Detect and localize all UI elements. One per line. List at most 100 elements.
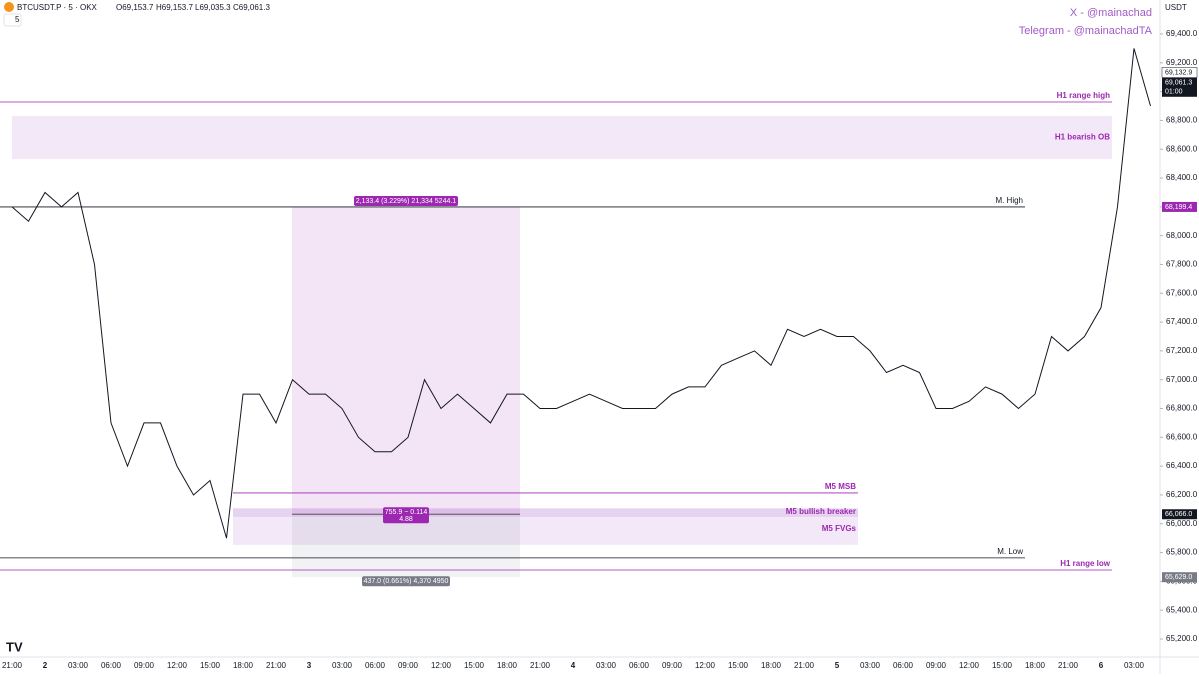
- symbol-icon: [4, 2, 14, 12]
- x-tick-label: 09:00: [134, 661, 155, 670]
- x-tick-label: 09:00: [926, 661, 947, 670]
- plot: H1 bearish OB M5 bullish breaker M5 FVGs 2,…: [0, 48, 1151, 587]
- x-tick-label: 12:00: [959, 661, 980, 670]
- x-tick-label: 6: [1099, 661, 1104, 670]
- price-tag: [1161, 67, 1198, 78]
- y-tick-label: 69,400.0: [1166, 29, 1198, 38]
- y-tick-label: 67,800.0: [1166, 260, 1198, 269]
- price-tag: [1162, 201, 1197, 212]
- level-label: M. High: [995, 196, 1023, 205]
- x-tick-label: 03:00: [596, 661, 617, 670]
- y-tick-label: 67,600.0: [1166, 288, 1198, 297]
- zone: [233, 508, 858, 518]
- x-tick-label: 18:00: [1025, 661, 1046, 670]
- y-tick-label: 66,000.0: [1166, 519, 1198, 528]
- x-tick-label: 06:00: [101, 661, 122, 670]
- x-tick-label: 18:00: [497, 661, 518, 670]
- mid-tag: [383, 507, 429, 524]
- x-tick-label: 5: [835, 661, 840, 670]
- price-tag-label: 68,199.4: [1165, 204, 1192, 211]
- measure-label: 437.0 (0.661%) 4,370 4950: [364, 578, 449, 585]
- x-tick-label: 18:00: [761, 661, 782, 670]
- measure-tag: [362, 576, 450, 587]
- y-tick-label: 67,000.0: [1166, 375, 1198, 384]
- zone-label: M5 FVGs: [822, 524, 857, 533]
- y-tick-label: 68,800.0: [1166, 116, 1198, 125]
- price-tag-label: 66,066.0: [1165, 511, 1192, 518]
- y-tick-label: 66,400.0: [1166, 461, 1198, 470]
- y-tick-label: 69,200.0: [1166, 58, 1198, 67]
- x-tick-label: 06:00: [365, 661, 386, 670]
- x-tick-label: 06:00: [893, 661, 914, 670]
- tv-logo: TV: [6, 639, 23, 654]
- y-tick-label: 67,200.0: [1166, 346, 1198, 355]
- price-line: [11, 48, 1151, 539]
- zone: [12, 115, 1112, 160]
- measure-box: [292, 514, 520, 578]
- y-tick-label: 68,400.0: [1166, 173, 1198, 182]
- x-tick-label: 21:00: [1058, 661, 1079, 670]
- x-tick-label: 15:00: [728, 661, 749, 670]
- x-tick-label: 21:00: [530, 661, 551, 670]
- price-tag: [1162, 572, 1197, 583]
- x-tick-label: 3: [307, 661, 312, 670]
- y-tick-label: 66,200.0: [1166, 490, 1198, 499]
- x-tick-label: 21:00: [2, 661, 23, 670]
- ohlc-close: C69,061.3: [233, 3, 270, 12]
- level-label: H1 range low: [1060, 559, 1111, 568]
- x-tick-label: 03:00: [1124, 661, 1145, 670]
- level-label: M. Low: [997, 547, 1023, 556]
- y-tick-label: 66,800.0: [1166, 404, 1198, 413]
- x-tick-label: 15:00: [200, 661, 221, 670]
- price-tag-label: 69,061.3: [1165, 80, 1192, 87]
- x-tick-label: 2: [43, 661, 48, 670]
- currency[interactable]: USDT: [1165, 3, 1187, 12]
- x-tick-label: 09:00: [398, 661, 419, 670]
- x-tick-label: 12:00: [431, 661, 452, 670]
- x-tick-label: 15:00: [992, 661, 1013, 670]
- ohlc-high: H69,153.7: [156, 3, 193, 12]
- y-tick-label: 68,600.0: [1166, 144, 1198, 153]
- price-tag-label: 69,132.9: [1165, 69, 1192, 76]
- x-tick-label: 21:00: [266, 661, 287, 670]
- measure-box: [292, 206, 520, 515]
- y-tick-label: 67,400.0: [1166, 317, 1198, 326]
- watermark: X - @mainachad: [1070, 7, 1152, 19]
- zone-label: M5 bullish breaker: [786, 507, 856, 516]
- x-tick-label: 12:00: [695, 661, 716, 670]
- x-tick-label: 15:00: [464, 661, 485, 670]
- x-tick-label: 06:00: [629, 661, 650, 670]
- level-label: M5 MSB: [825, 482, 856, 491]
- x-tick-label: 03:00: [860, 661, 881, 670]
- price-tag: [1162, 509, 1197, 520]
- y-tick-label: 65,200.0: [1166, 634, 1198, 643]
- price-tag: [1162, 77, 1197, 97]
- x-tick-label: 4: [571, 661, 576, 670]
- y-tick-label: 65,800.0: [1166, 548, 1198, 557]
- x-tick-label: 18:00: [233, 661, 254, 670]
- zone: [233, 517, 858, 545]
- measure-tag: [354, 195, 458, 206]
- y-tick-label: 66,600.0: [1166, 432, 1198, 441]
- x-tick-label: 12:00: [167, 661, 188, 670]
- y-tick-label: 68,000.0: [1166, 231, 1198, 240]
- ohlc-open: O69,153.7: [116, 3, 154, 12]
- watermark: Telegram - @mainachadTA: [1019, 25, 1153, 37]
- x-tick-label: 03:00: [332, 661, 353, 670]
- mid-sublabel: 4.88: [399, 516, 413, 523]
- symbol: BTCUSDT.P · 5 · OKX: [17, 3, 98, 12]
- price-tag-label: 65,629.0: [1165, 574, 1192, 581]
- zone-label: H1 bearish OB: [1055, 133, 1110, 142]
- x-tick-label: 03:00: [68, 661, 89, 670]
- measure-label: 2,133.4 (3.229%) 21,334 5244.1: [356, 198, 457, 205]
- x-tick-label: 21:00: [794, 661, 815, 670]
- x-tick-label: 09:00: [662, 661, 683, 670]
- interval-button[interactable]: [3, 13, 22, 27]
- y-tick-label: 65,400.0: [1166, 605, 1198, 614]
- price-tag-sublabel: 01:00: [1165, 89, 1183, 96]
- mid-label: 755.9 − 0.114: [385, 509, 428, 516]
- ohlc-low: L69,035.3: [195, 3, 231, 12]
- interval[interactable]: 5: [15, 15, 20, 24]
